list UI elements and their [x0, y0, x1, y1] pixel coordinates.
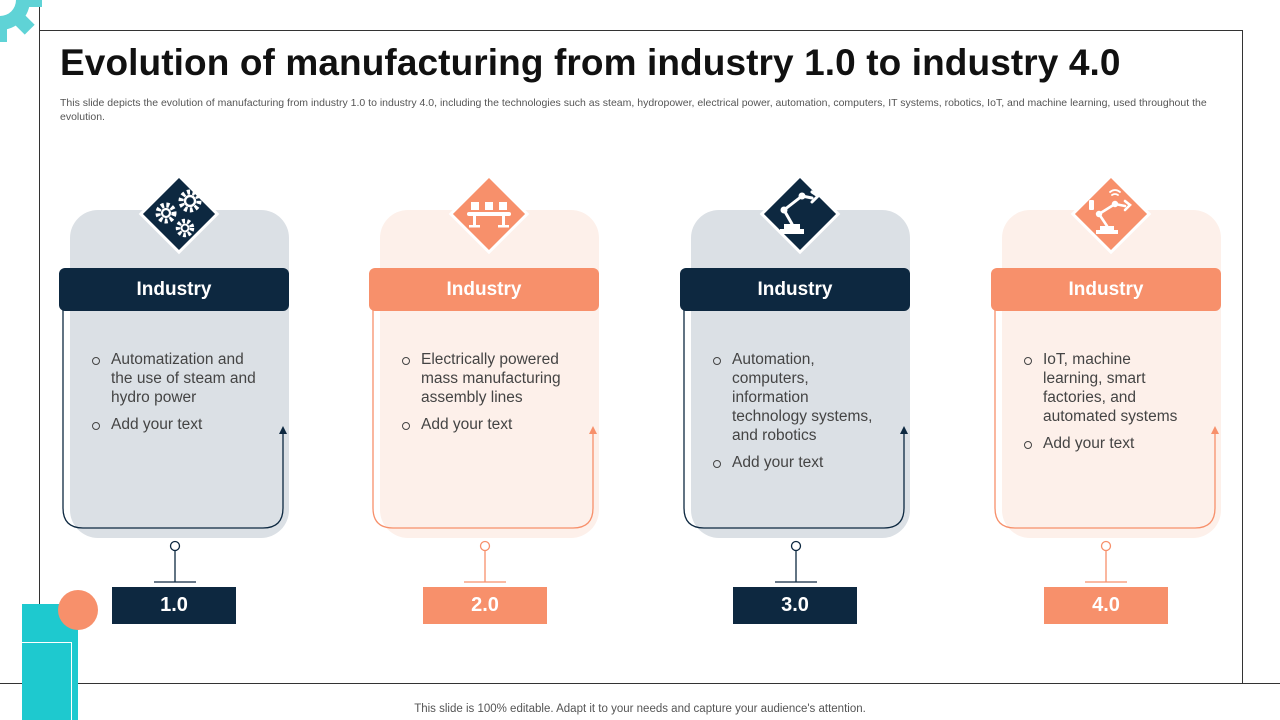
stage-3-bullet-1: Automation, computers, information techn… [713, 350, 883, 445]
stage-number-3: 3.0 [733, 587, 857, 624]
orange-decoration-dot [58, 590, 98, 630]
stage-header-4: Industry [991, 268, 1221, 311]
slide-footer: This slide is 100% editable. Adapt it to… [414, 703, 866, 715]
stage-header-2: Industry [369, 268, 599, 311]
stage-1-bullet-2: Add your text [92, 415, 262, 434]
frame-line-left [39, 0, 40, 683]
stage-number-4: 4.0 [1044, 587, 1168, 624]
slide-title: Evolution of manufacturing from industry… [60, 42, 1121, 83]
stage-1-bullet-1: Automatization and the use of steam and … [92, 350, 262, 407]
stage-2-bullet-2: Add your text [402, 415, 572, 434]
robotic-arm-icon [754, 168, 846, 260]
stage-stem-2 [464, 540, 506, 583]
stage-number-1: 1.0 [112, 587, 236, 624]
stage-stem-3 [775, 540, 817, 583]
stage-4-bullet-2: Add your text [1024, 434, 1194, 453]
conveyor-belt-icon [443, 168, 535, 260]
stage-bullets-2: Electrically powered mass manufacturing … [402, 350, 572, 442]
stage-header-1: Industry [59, 268, 289, 311]
gear-decoration-icon [0, 0, 42, 42]
stage-2-bullet-1: Electrically powered mass manufacturing … [402, 350, 572, 407]
stage-bullets-3: Automation, computers, information techn… [713, 350, 883, 480]
stage-stem-4 [1085, 540, 1127, 583]
stage-stem-1 [154, 540, 196, 583]
smart-robotic-arm-icon [1065, 168, 1157, 260]
stage-3-bullet-2: Add your text [713, 453, 883, 472]
frame-line-bottom [0, 683, 1280, 684]
slide-subtitle: This slide depicts the evolution of manu… [60, 97, 1207, 123]
stage-number-2: 2.0 [423, 587, 547, 624]
gears-icon [133, 168, 225, 260]
frame-line-top [39, 30, 1242, 31]
frame-line-right [1242, 30, 1243, 683]
stage-4-bullet-1: IoT, machine learning, smart factories, … [1024, 350, 1194, 426]
stage-header-3: Industry [680, 268, 910, 311]
stage-bullets-1: Automatization and the use of steam and … [92, 350, 262, 442]
stage-bullets-4: IoT, machine learning, smart factories, … [1024, 350, 1194, 461]
teal-bar-outline [22, 642, 72, 720]
